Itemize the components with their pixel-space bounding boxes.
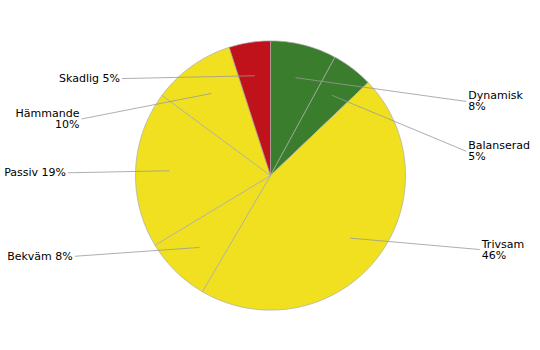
svg-text:Dynamisk8%: Dynamisk8%: [468, 89, 523, 113]
svg-text:Balanserad5%: Balanserad5%: [468, 139, 530, 163]
svg-text:Hämmande10%: Hämmande10%: [16, 107, 80, 131]
svg-text:Bekväm 8%: Bekväm 8%: [7, 250, 73, 263]
svg-text:Passiv 19%: Passiv 19%: [4, 166, 66, 179]
svg-text:Trivsam46%: Trivsam46%: [481, 238, 524, 262]
svg-text:Skadlig 5%: Skadlig 5%: [59, 72, 120, 85]
